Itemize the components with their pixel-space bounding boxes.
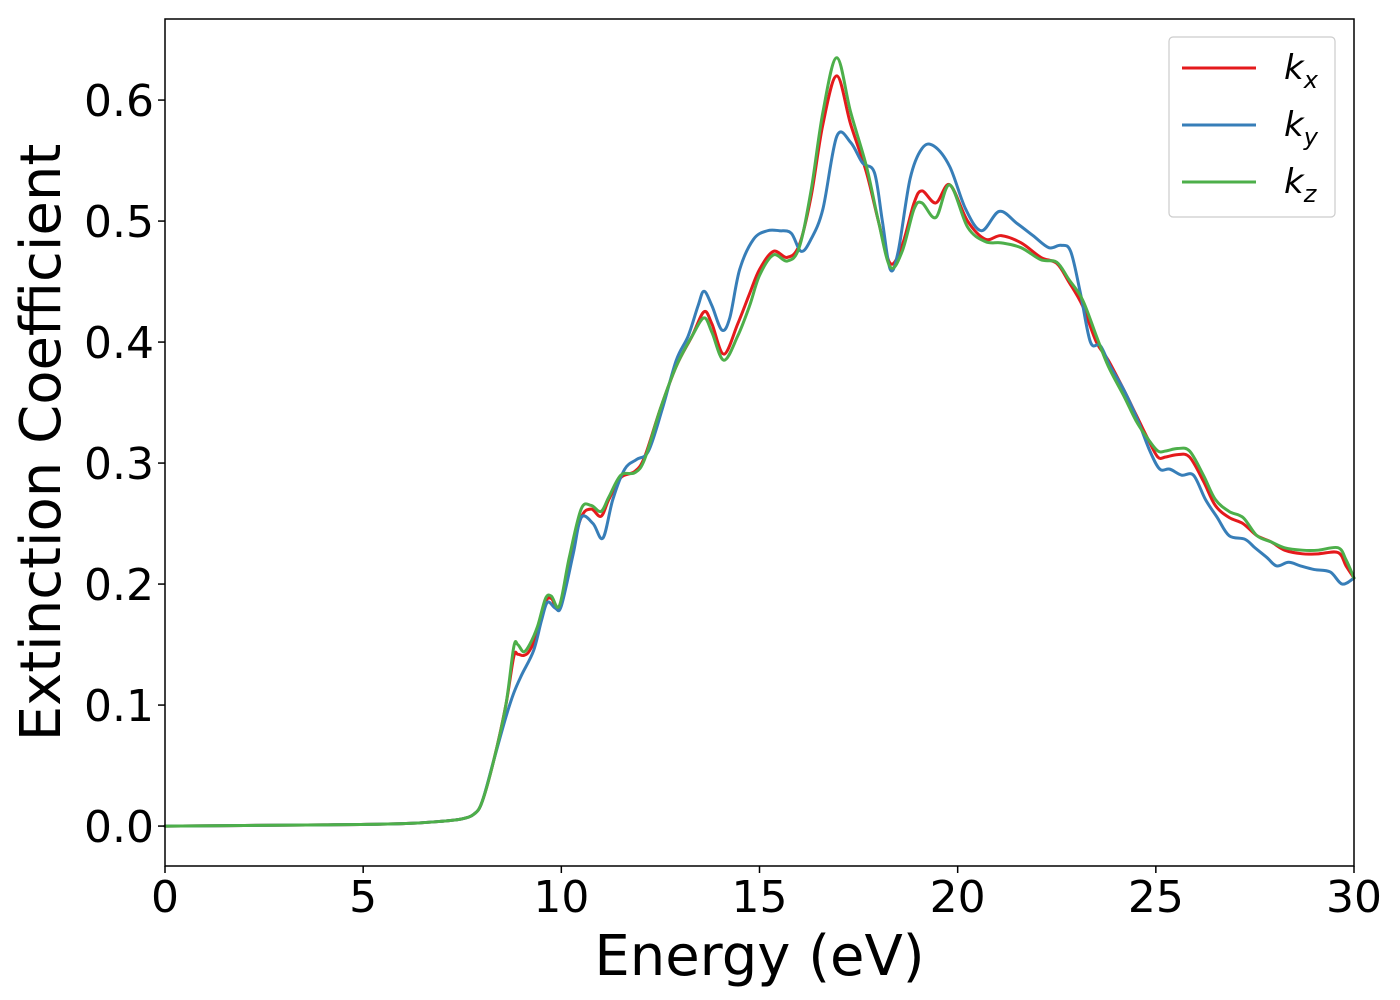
legend-label-z: kz [1284,162,1318,208]
y-tick-label: 0.3 [84,439,154,490]
legend-label-base: k [1284,162,1305,202]
y-tick-label: 0.2 [84,560,154,611]
y-tick-label: 0.4 [84,318,154,369]
x-tick-label: 10 [533,872,589,923]
x-tick-label: 0 [151,872,179,923]
legend-label-y: ky [1284,105,1319,151]
y-tick-label: 0.5 [84,197,154,248]
x-axis-title: Energy (eV) [594,924,924,989]
legend-box [1168,36,1336,218]
series-line-z [163,56,1356,828]
legend-label-x: kx [1284,48,1319,94]
y-axis-title: Extinction Coefficient [9,144,74,742]
series-line-x [163,74,1356,828]
legend-label-subscript: z [1303,180,1318,208]
x-tick-label: 20 [930,872,986,923]
y-tick-label: 0.6 [84,76,154,127]
x-tick-label: 5 [349,872,377,923]
legend-label-base: k [1284,105,1305,145]
x-tick-label: 25 [1128,872,1184,923]
ticks-layer: 0 5 10 15 20 25 30 0.0 0.1 0.2 0.3 0.4 0.5 0.6 [84,76,1382,923]
legend-label-base: k [1284,48,1305,88]
y-tick-label: 0.0 [84,802,154,853]
x-tick-label: 15 [732,872,788,923]
series-line-y [163,130,1356,828]
y-tick-label: 0.1 [84,681,154,732]
legend-label-subscript: x [1303,66,1319,94]
x-tick-label: 30 [1326,872,1382,923]
series-layer [163,56,1356,828]
legend-label-subscript: y [1303,123,1319,151]
